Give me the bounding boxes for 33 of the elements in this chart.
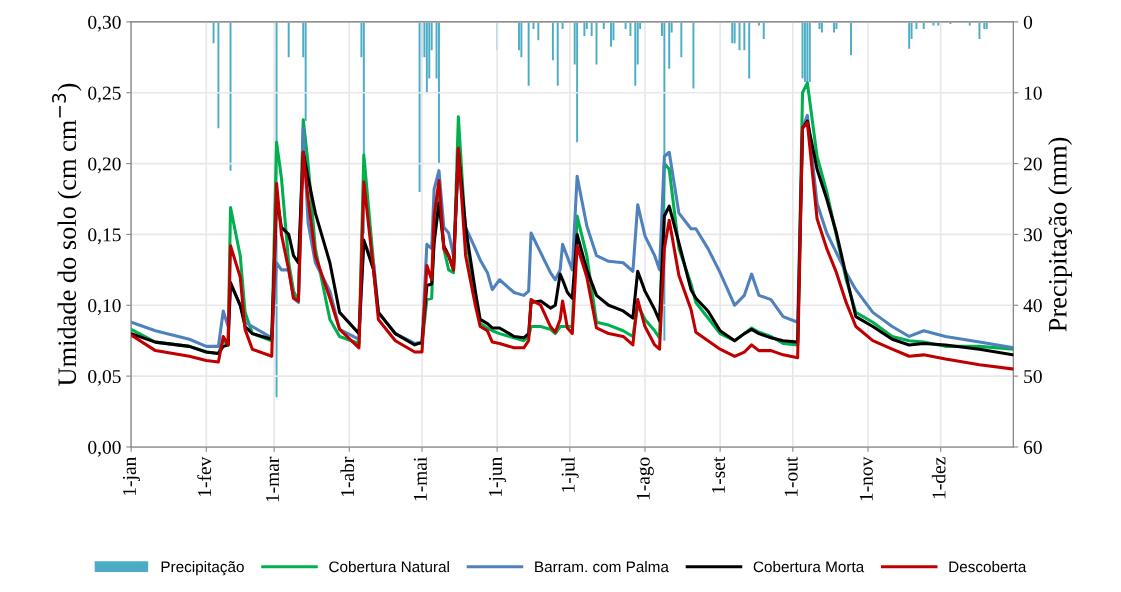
legend-label: Barram. com Palma xyxy=(535,560,669,573)
x-tick-label: 1-jul xyxy=(561,457,579,492)
y2-tick-label: 10 xyxy=(1024,86,1042,100)
legend-label: Cobertura Natural xyxy=(329,560,449,573)
y-tick-label: 0,05 xyxy=(88,369,121,386)
y-axis-title: Umidade do solo (cm cm$^{−3}$) xyxy=(52,83,82,386)
y2-tick-label: 40 xyxy=(1023,299,1042,313)
x-tick-label: 1-mai xyxy=(413,457,427,501)
y-tick-label: 0,20 xyxy=(88,157,121,174)
y-tick-label: 0,10 xyxy=(88,299,121,316)
x-tick-label: 1-jun xyxy=(488,456,506,497)
y-tick-label: 0,00 xyxy=(88,440,121,457)
y2-tick-label: 0 xyxy=(1023,15,1033,29)
x-tick-label: 1-ago xyxy=(636,457,654,500)
legend-label: Descoberta xyxy=(949,560,1027,573)
x-tick-label: 1-set xyxy=(711,456,725,493)
y2-tick-label: 30 xyxy=(1024,228,1042,242)
y-tick-label: 0,30 xyxy=(88,15,121,32)
legend-label: Cobertura Morta xyxy=(753,560,865,573)
y2-tick-label: 20 xyxy=(1023,157,1042,171)
y2-tick-label: 50 xyxy=(1024,369,1042,384)
x-tick-label: 1-fev xyxy=(197,456,212,496)
x-tick-label: 1-dez xyxy=(931,457,946,499)
x-tick-label: 1-mar xyxy=(265,456,280,502)
y-tick-label: 0,15 xyxy=(88,228,121,245)
y2-axis-title: Precipitação (mm) xyxy=(1048,137,1073,332)
y-tick-label: 0,25 xyxy=(88,86,121,103)
y2-tick-label: 60 xyxy=(1023,440,1042,454)
x-tick-label: 1-jan xyxy=(122,456,140,495)
x-tick-label: 1-out xyxy=(784,456,798,497)
legend-label: Precipitação xyxy=(161,560,244,576)
x-tick-label: 1-abr xyxy=(340,456,355,496)
x-tick-label: 1-nov xyxy=(859,456,873,501)
